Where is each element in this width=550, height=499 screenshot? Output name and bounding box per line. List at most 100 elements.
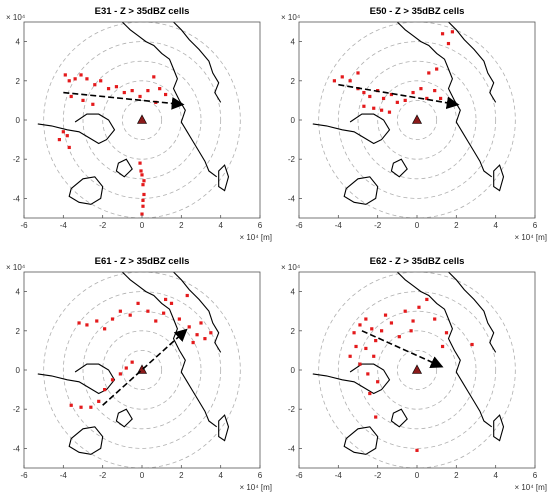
cell-marker	[140, 212, 144, 216]
cell-marker	[69, 403, 73, 407]
cell-marker	[425, 297, 429, 302]
range-ring	[82, 310, 202, 430]
radar-triangle-icon	[137, 114, 147, 124]
x-tick-label: 0	[140, 221, 145, 230]
range-ring	[396, 100, 438, 141]
cell-marker	[356, 71, 360, 75]
cell-marker	[118, 372, 122, 376]
x-tick-label: -4	[60, 221, 68, 230]
cell-marker	[164, 297, 168, 302]
range-ring	[121, 100, 163, 141]
x-tick-label: -2	[374, 221, 382, 230]
cell-marker	[348, 354, 352, 358]
island	[68, 176, 104, 205]
range-ring	[102, 80, 182, 160]
x-tick-label: -6	[20, 471, 28, 480]
x-tick-label: -2	[374, 471, 382, 480]
cell-marker	[411, 319, 415, 323]
y-tick-label: 2	[16, 327, 21, 336]
range-ring	[318, 22, 516, 218]
cell-marker	[61, 130, 65, 134]
range-ring	[396, 349, 438, 390]
cell-marker	[99, 79, 103, 83]
cell-marker	[73, 77, 77, 81]
cell-marker	[81, 98, 85, 102]
cell-marker	[364, 317, 368, 321]
cell-marker	[435, 67, 439, 71]
y-tick-label: 2	[16, 77, 21, 86]
cell-marker	[118, 309, 122, 313]
island	[390, 408, 408, 428]
panel-title: E31 - Z > 35dBZ cells	[95, 6, 190, 17]
cell-marker	[352, 331, 356, 335]
cell-marker	[203, 337, 207, 341]
cell-marker	[97, 399, 101, 403]
cell-marker	[124, 366, 128, 370]
cell-marker	[103, 388, 107, 392]
x-tick-label: 6	[258, 221, 263, 230]
coastline	[396, 272, 493, 428]
cell-marker	[195, 333, 199, 337]
cell-marker	[128, 313, 132, 317]
x-tick-label: 4	[218, 471, 223, 480]
range-ring	[62, 291, 222, 449]
cell-marker	[358, 362, 362, 366]
range-ring	[377, 80, 457, 160]
x-multiplier: × 10⁴ [m]	[514, 233, 547, 242]
cell-marker	[142, 179, 146, 183]
x-tick-label: 0	[140, 471, 145, 480]
cell-marker	[433, 317, 437, 321]
y-tick-label: 0	[16, 116, 21, 125]
y-tick-label: 0	[291, 366, 296, 375]
y-tick-label: -2	[288, 155, 296, 164]
cell-marker	[154, 319, 158, 323]
cell-marker	[372, 106, 376, 110]
cell-marker	[368, 391, 372, 396]
cell-marker	[152, 75, 156, 79]
cell-marker	[91, 102, 95, 106]
cell-marker	[95, 319, 99, 323]
x-tick-label: 2	[179, 471, 184, 480]
cell-marker	[387, 110, 392, 114]
cell-marker	[348, 79, 352, 83]
cell-marker	[439, 96, 443, 101]
x-multiplier: × 10⁴ [m]	[239, 233, 272, 242]
cell-marker	[89, 405, 93, 409]
range-ring	[377, 330, 457, 410]
storm-motion-arrow	[338, 83, 460, 110]
y-tick-label: -4	[288, 194, 296, 203]
coastline	[37, 363, 116, 395]
y-tick-label: -4	[288, 444, 296, 453]
x-tick-label: 4	[218, 221, 223, 230]
y-tick-label: 0	[291, 116, 296, 125]
cell-marker	[358, 323, 362, 327]
cell-marker	[370, 327, 374, 331]
coastline	[312, 113, 391, 145]
cell-marker	[470, 342, 474, 347]
cell-marker	[380, 108, 384, 112]
y-tick-label: 2	[291, 327, 296, 336]
x-tick-label: 2	[454, 471, 459, 480]
x-tick-label: 0	[415, 221, 420, 230]
cell-marker	[138, 161, 142, 165]
y-tick-label: -2	[13, 155, 21, 164]
cell-marker	[106, 87, 111, 91]
cell-marker	[366, 372, 370, 376]
x-tick-label: 6	[533, 221, 538, 230]
x-tick-label: -6	[295, 221, 303, 230]
cell-marker	[141, 204, 145, 208]
cell-marker	[380, 329, 384, 333]
plot-area	[37, 272, 241, 468]
cell-marker	[67, 79, 71, 83]
cell-marker	[162, 311, 166, 315]
coastline	[448, 272, 497, 353]
plot-area	[37, 22, 241, 218]
x-tick-label: 4	[493, 471, 498, 480]
cell-marker	[110, 378, 115, 382]
cell-marker	[164, 92, 168, 97]
cell-marker	[417, 305, 421, 309]
island	[390, 158, 408, 178]
cell-marker	[141, 183, 145, 187]
cell-marker	[364, 346, 368, 351]
cell-marker	[85, 77, 89, 81]
